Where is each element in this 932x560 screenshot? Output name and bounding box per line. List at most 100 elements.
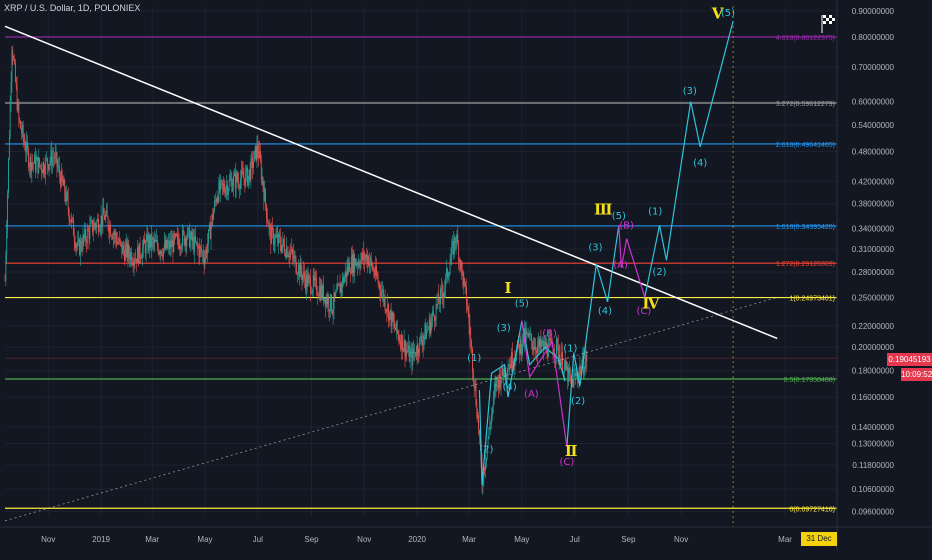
candle-body xyxy=(567,366,569,383)
candle-body xyxy=(87,229,89,231)
candle-body xyxy=(503,374,505,378)
candle-body xyxy=(96,221,98,228)
candle-body xyxy=(328,297,330,310)
wave-paths xyxy=(478,20,734,486)
candle-body xyxy=(530,334,532,342)
candle-body xyxy=(556,338,558,344)
candle-body xyxy=(495,383,497,388)
candle-body xyxy=(388,311,390,321)
candle-body xyxy=(440,288,441,305)
candle-body xyxy=(220,180,221,191)
candle-body xyxy=(435,304,437,321)
candle-body xyxy=(454,237,456,243)
x-tick-label: Nov xyxy=(41,535,55,544)
candle-body xyxy=(125,242,127,248)
candle-body xyxy=(519,339,521,354)
candle-body xyxy=(60,175,61,187)
candle-body xyxy=(432,311,434,318)
y-tick-label: 0.34000000 xyxy=(852,225,895,234)
candle-body xyxy=(163,248,164,257)
candle-body xyxy=(12,50,14,60)
candle-body xyxy=(177,234,179,242)
x-tick-label: May xyxy=(197,535,212,544)
candle-body xyxy=(136,258,137,264)
candle-body xyxy=(507,369,509,376)
candle-body xyxy=(388,304,389,321)
candle-body xyxy=(401,334,402,350)
candle-body xyxy=(376,266,377,277)
candle-body xyxy=(81,248,83,250)
candle-body xyxy=(181,246,183,250)
candle-body xyxy=(153,240,155,244)
candle-body xyxy=(247,167,248,186)
candle-body xyxy=(48,164,50,170)
candle-body xyxy=(436,304,438,305)
candle-body xyxy=(168,240,170,245)
candle-body xyxy=(191,231,193,242)
candle-body xyxy=(371,262,373,269)
wave-label: (A) xyxy=(524,389,539,400)
candle-body xyxy=(360,259,362,268)
candle-body xyxy=(557,343,559,359)
x-tick-label: Mar xyxy=(462,535,476,544)
candle-body xyxy=(564,359,566,365)
candle-body xyxy=(445,275,447,288)
candle-body xyxy=(8,158,9,193)
candle-body xyxy=(239,186,241,189)
candle-body xyxy=(108,227,110,234)
candle-body xyxy=(50,150,52,161)
candle-body xyxy=(291,248,292,253)
candle-body xyxy=(260,160,262,180)
candle-body xyxy=(474,385,476,389)
wave-label: (1) xyxy=(563,344,577,355)
candle-body xyxy=(449,264,451,275)
candle-body xyxy=(22,125,24,138)
candle-body xyxy=(150,234,151,248)
candle-body xyxy=(397,331,399,335)
candle-body xyxy=(391,312,393,327)
candle-body xyxy=(565,359,567,370)
candle-body xyxy=(330,294,332,312)
candle-body xyxy=(254,146,256,151)
candle-body xyxy=(324,297,326,307)
candle-body xyxy=(292,253,294,260)
candle-body xyxy=(142,247,144,259)
candle-body xyxy=(372,268,374,270)
candle-body xyxy=(496,376,498,388)
candle-body xyxy=(227,184,228,195)
candle-body xyxy=(561,351,563,360)
candle-body xyxy=(460,262,462,270)
candle-body xyxy=(171,240,173,247)
candle-body xyxy=(453,240,454,255)
wave-label: (B) xyxy=(542,328,557,339)
candle-body xyxy=(97,218,99,222)
candle-body xyxy=(292,248,293,254)
candle-body xyxy=(115,232,117,239)
candle-body xyxy=(105,214,106,220)
candle-body xyxy=(476,405,478,418)
candle-body xyxy=(21,125,23,133)
candle-body xyxy=(39,158,41,166)
candle-body xyxy=(116,238,118,245)
wave-label: (4) xyxy=(503,382,517,393)
candle-body xyxy=(290,252,292,253)
candle-body xyxy=(61,170,63,180)
candle-body xyxy=(280,245,282,252)
candle-body xyxy=(160,250,162,255)
candle-body xyxy=(320,285,322,300)
candle-body xyxy=(33,163,34,164)
candle-body xyxy=(147,234,149,250)
candle-body xyxy=(124,250,125,261)
flag-cell xyxy=(823,15,826,18)
candle-body xyxy=(74,241,76,248)
candle-body xyxy=(272,230,274,246)
candle-body xyxy=(245,171,247,186)
candle-body xyxy=(208,229,209,244)
candle-body xyxy=(562,351,563,373)
candle-body xyxy=(258,149,260,159)
candle-body xyxy=(430,321,432,334)
candle-body xyxy=(66,191,68,198)
candle-body xyxy=(215,200,217,203)
candle-body xyxy=(121,242,123,254)
